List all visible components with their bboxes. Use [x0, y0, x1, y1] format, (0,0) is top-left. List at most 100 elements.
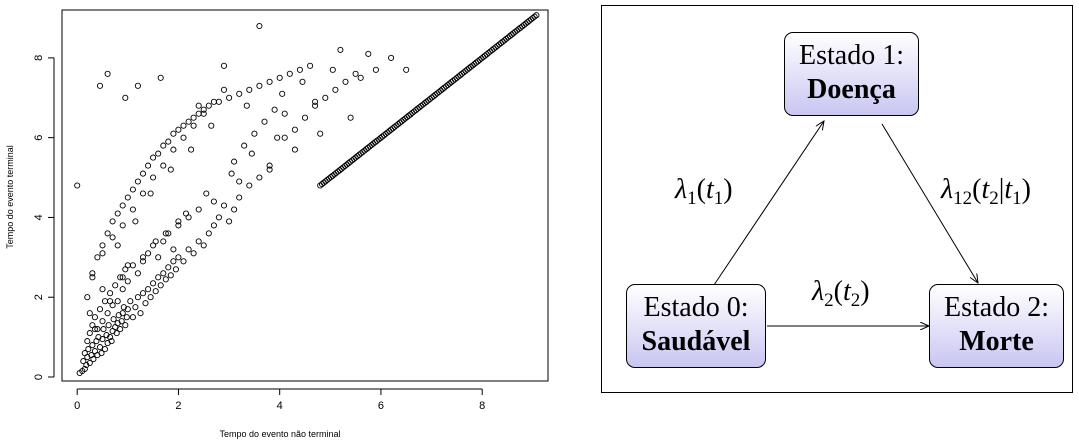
data-point [145, 286, 152, 293]
data-point [96, 82, 104, 89]
state-0-box: Estado 0: Saudável [626, 284, 766, 368]
data-point [113, 330, 120, 337]
y-tick-label: 4 [33, 214, 45, 220]
data-point [352, 70, 359, 77]
diagram-arrows [713, 6, 1074, 394]
data-point [261, 118, 268, 125]
data-point [322, 94, 329, 101]
data-point [84, 294, 91, 301]
rate-1-subscript: 1 [687, 188, 697, 209]
data-point [215, 214, 222, 221]
data-point [347, 114, 354, 121]
data-point [114, 298, 121, 305]
rate-1-symbol: λ [675, 174, 688, 205]
data-point [281, 110, 288, 117]
data-point [145, 162, 152, 169]
data-point [139, 170, 147, 177]
data-point [139, 258, 147, 265]
y-tick-label: 8 [33, 55, 45, 61]
y-tick-label: 0 [33, 374, 45, 380]
plot-frame [61, 9, 549, 382]
state-2-box: Estado 2: Morte [929, 284, 1064, 368]
data-point [170, 146, 177, 153]
state-2-desc: Morte [959, 326, 1034, 357]
data-point [195, 110, 202, 117]
y-axis-label: Tempo do evento terminal [5, 145, 15, 249]
data-point [165, 138, 172, 145]
data-point [170, 130, 177, 137]
data-point [96, 344, 104, 351]
data-point [90, 356, 97, 363]
data-point [228, 170, 235, 177]
x-tick-label: 6 [378, 400, 384, 412]
data-point [274, 134, 281, 141]
data-point [266, 166, 273, 173]
data-point [84, 338, 91, 345]
data-point [256, 174, 263, 181]
data-point [85, 346, 92, 353]
data-point [175, 222, 182, 229]
data-point [110, 316, 117, 323]
state-1-name: Estado 1: [799, 40, 904, 71]
data-point [236, 178, 243, 185]
data-point [114, 210, 121, 217]
data-point [101, 298, 109, 305]
rate-2-arg: t [842, 276, 851, 307]
axes-layer: 0 2 4 6 8 0 2 4 6 8 [33, 55, 485, 412]
data-point [157, 282, 164, 289]
rate-12-subscript: 12 [953, 188, 973, 209]
data-point [119, 222, 126, 229]
data-point [119, 274, 126, 281]
data-point [533, 12, 540, 19]
data-point [127, 298, 134, 305]
data-point [160, 142, 167, 149]
data-point [167, 166, 174, 173]
data-point [236, 194, 243, 201]
data-point [185, 118, 192, 125]
data-point [276, 74, 283, 81]
data-point [372, 66, 379, 73]
data-point [150, 280, 157, 287]
data-point [160, 162, 167, 169]
data-point [89, 270, 96, 277]
data-point [256, 82, 263, 89]
data-point [99, 242, 106, 249]
data-point [99, 250, 106, 257]
data-point [291, 126, 298, 133]
rate-12-cond-subscript: 1 [1012, 188, 1022, 209]
data-point [134, 178, 141, 185]
data-point [220, 62, 228, 69]
data-point [312, 102, 319, 109]
data-point [96, 306, 104, 313]
data-point [107, 298, 114, 305]
data-point [119, 310, 126, 317]
data-point [99, 286, 106, 293]
data-point [256, 22, 263, 30]
data-point [108, 338, 115, 345]
data-point [180, 258, 187, 265]
data-point [112, 282, 119, 289]
data-point [185, 246, 192, 253]
rate-12-symbol: λ [941, 174, 954, 205]
data-point [190, 250, 197, 257]
data-point [117, 274, 124, 281]
y-tick-label: 2 [33, 294, 45, 300]
data-point [150, 154, 157, 161]
data-point [167, 272, 174, 279]
data-point [165, 230, 172, 237]
rate-lambda-1: λ1(t1) [675, 174, 733, 209]
data-point [403, 66, 410, 73]
multistate-diagram: Estado 1: Doença Estado 0: Saudável Esta… [601, 5, 1073, 393]
data-point [251, 130, 258, 137]
data-point [104, 310, 111, 317]
data-point [122, 322, 129, 329]
data-point [231, 158, 238, 165]
data-point [91, 326, 98, 333]
data-point [155, 254, 162, 261]
x-tick-label: 4 [277, 400, 283, 412]
data-point [175, 218, 182, 225]
data-point [317, 130, 324, 137]
x-tick-label: 0 [74, 400, 80, 412]
data-point [99, 318, 106, 325]
